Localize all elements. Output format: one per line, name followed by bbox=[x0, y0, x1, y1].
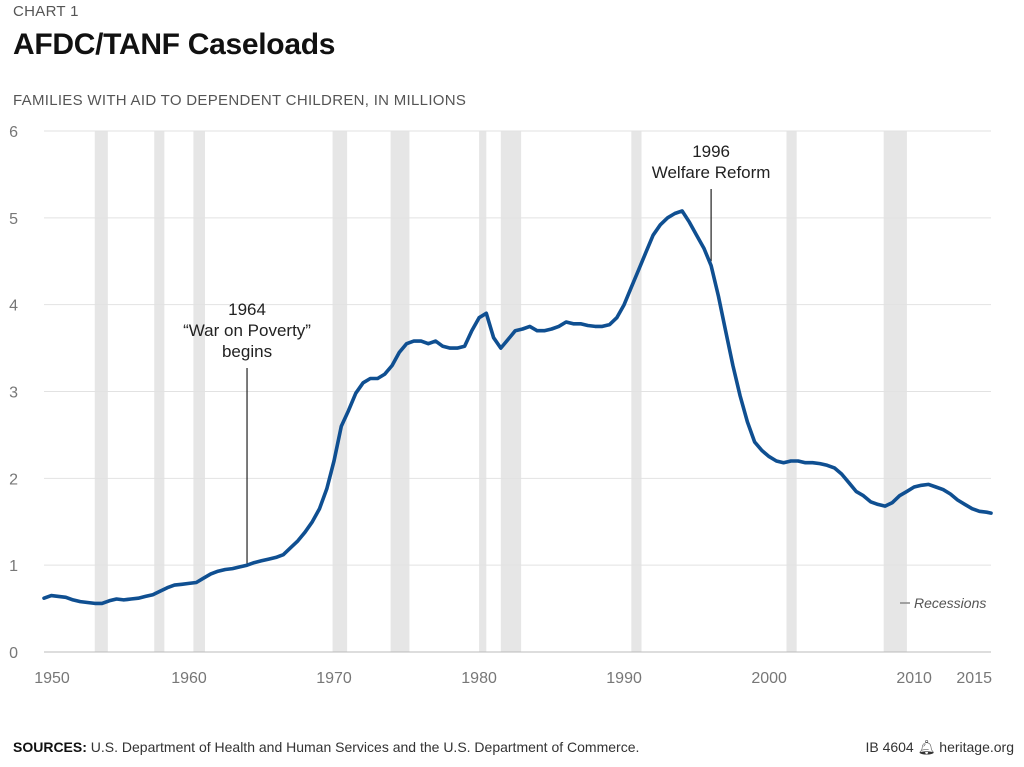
annotation-text: begins bbox=[222, 342, 272, 361]
bell-icon: 🔔︎ bbox=[917, 739, 936, 755]
x-axis-ticks: 1950 1960 1970 1980 1990 2000 2010 2015 bbox=[34, 670, 992, 687]
x-tick-label: 2015 bbox=[956, 670, 992, 687]
y-tick-label: 1 bbox=[9, 558, 18, 575]
x-tick-label: 2000 bbox=[751, 670, 787, 687]
x-tick-label: 2010 bbox=[896, 670, 932, 687]
sources-text: U.S. Department of Health and Human Serv… bbox=[90, 739, 640, 755]
page-title: AFDC/TANF Caseloads bbox=[13, 28, 336, 61]
footer-brand: IB 4604 🔔︎ heritage.org bbox=[865, 739, 1014, 756]
chart-kicker: CHART 1 bbox=[13, 3, 79, 20]
x-tick-label: 1950 bbox=[34, 670, 70, 687]
y-tick-label: 5 bbox=[9, 211, 18, 228]
series bbox=[42, 209, 993, 606]
legend: Recessions bbox=[900, 595, 986, 611]
annotation-text: Welfare Reform bbox=[652, 163, 771, 182]
y-tick-label: 0 bbox=[9, 645, 18, 662]
chart: 0 1 2 3 4 5 6 1950 1960 1970 1980 1990 2000 2010 2015… bbox=[9, 124, 993, 687]
series-line bbox=[42, 209, 993, 606]
sources-note: SOURCES: U.S. Department of Health and H… bbox=[13, 739, 639, 755]
annotation: 1964 “War on Poverty” begins bbox=[183, 300, 311, 566]
chart-subtitle: FAMILIES WITH AID TO DEPENDENT CHILDREN,… bbox=[13, 92, 467, 109]
x-tick-label: 1990 bbox=[606, 670, 642, 687]
annotation-text: “War on Poverty” bbox=[183, 321, 311, 340]
y-tick-label: 6 bbox=[9, 124, 18, 141]
y-axis-ticks: 0 1 2 3 4 5 6 bbox=[9, 124, 18, 662]
y-tick-label: 2 bbox=[9, 471, 18, 488]
x-tick-label: 1980 bbox=[461, 670, 497, 687]
annotations: 1964 “War on Poverty” begins 1996 Welfare Re… bbox=[183, 142, 771, 566]
y-tick-label: 3 bbox=[9, 385, 18, 402]
legend-label: Recessions bbox=[914, 595, 986, 611]
annotation-text: 1996 bbox=[692, 142, 730, 161]
x-tick-label: 1970 bbox=[316, 670, 352, 687]
x-tick-label: 1960 bbox=[171, 670, 207, 687]
brief-id: IB 4604 bbox=[865, 739, 914, 755]
annotation: 1996 Welfare Reform bbox=[652, 142, 771, 262]
gridlines bbox=[44, 130, 991, 653]
annotation-text: 1964 bbox=[228, 300, 266, 319]
y-tick-label: 4 bbox=[9, 298, 18, 315]
sources-label: SOURCES: bbox=[13, 739, 87, 755]
site-name[interactable]: heritage.org bbox=[939, 739, 1014, 755]
